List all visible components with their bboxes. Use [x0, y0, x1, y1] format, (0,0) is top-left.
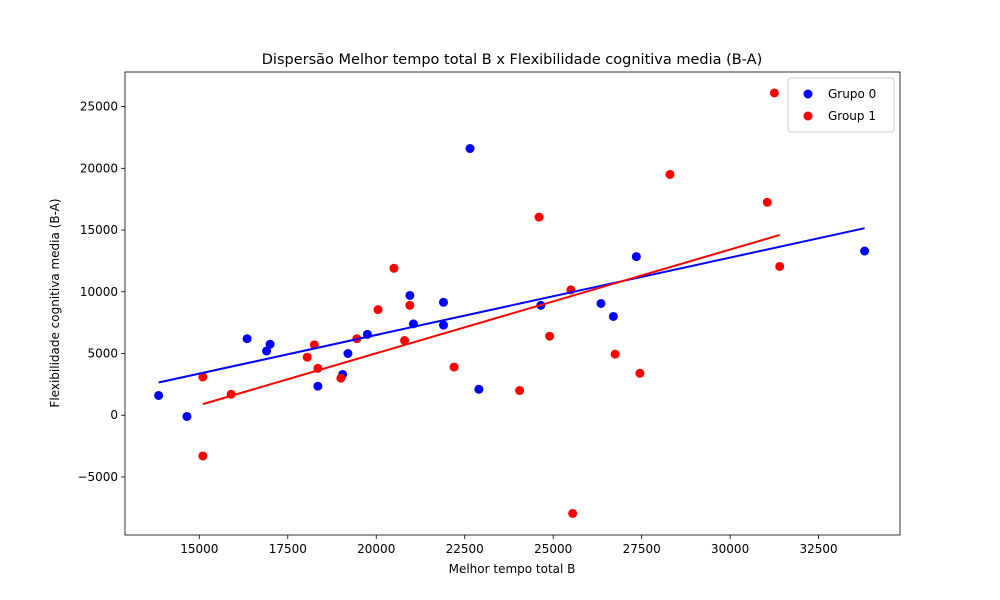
regression-line: [202, 234, 780, 406]
data-point: [762, 197, 772, 207]
data-point: [182, 411, 192, 421]
data-point: [438, 320, 448, 330]
data-point: [262, 346, 272, 356]
y-tick-label: 15000: [80, 223, 118, 237]
regression-line: [158, 227, 865, 384]
data-point: [860, 246, 870, 256]
data-point: [198, 372, 208, 382]
data-point: [405, 300, 415, 310]
x-tick-label: 32500: [800, 542, 838, 556]
data-point: [515, 386, 525, 396]
data-point: [313, 381, 323, 391]
x-tick-label: 15000: [180, 542, 218, 556]
y-tick-label: 25000: [80, 100, 118, 114]
data-point: [438, 297, 448, 307]
data-point: [373, 305, 383, 315]
chart-title: Dispersão Melhor tempo total B x Flexibi…: [262, 52, 762, 68]
data-point: [242, 334, 252, 344]
axes-frame: [124, 71, 901, 536]
x-tick-label: 27500: [623, 542, 661, 556]
x-tick-label: 25000: [534, 542, 572, 556]
data-point: [610, 349, 620, 359]
y-tick-label: 20000: [80, 161, 118, 175]
data-point: [631, 252, 641, 262]
data-point: [474, 384, 484, 394]
y-tick-label: 5000: [87, 347, 118, 361]
legend-label: Group 1: [828, 109, 876, 123]
data-point: [665, 169, 675, 179]
data-point: [775, 261, 785, 271]
x-tick-label: 22500: [446, 542, 484, 556]
data-point: [154, 390, 164, 400]
legend-label: Grupo 0: [828, 87, 876, 101]
data-point: [198, 451, 208, 461]
y-tick-label: 10000: [80, 285, 118, 299]
y-tick-label: 0: [110, 408, 118, 422]
x-tick-label: 20000: [357, 542, 395, 556]
legend-box: [787, 77, 895, 133]
data-point: [608, 311, 618, 321]
legend-marker: [803, 111, 813, 121]
plot-area: 15000 17500 20000 22500 25000 27500 30000 32500…: [77, 71, 901, 556]
data-point: [769, 88, 779, 98]
data-point: [265, 339, 275, 349]
data-point: [465, 144, 475, 154]
data-point: [389, 263, 399, 273]
data-point: [635, 368, 645, 378]
data-point: [343, 349, 353, 359]
data-point: [568, 508, 578, 518]
x-tick-label: 30000: [711, 542, 749, 556]
data-point: [449, 362, 459, 372]
data-point: [405, 290, 415, 300]
legend-marker: [803, 89, 813, 99]
data-point: [545, 331, 555, 341]
x-tick-label: 17500: [269, 542, 307, 556]
legend: Grupo 0 Group 1: [787, 77, 895, 133]
data-point: [302, 352, 312, 362]
data-point: [596, 299, 606, 308]
data-point: [534, 212, 544, 222]
y-axis-label: Flexibilidade cognitiva media (B-A): [48, 198, 62, 407]
y-tick-label: −5000: [77, 470, 118, 484]
data-point: [336, 373, 346, 383]
data-point: [400, 336, 410, 346]
x-axis-label: Melhor tempo total B: [449, 562, 576, 576]
